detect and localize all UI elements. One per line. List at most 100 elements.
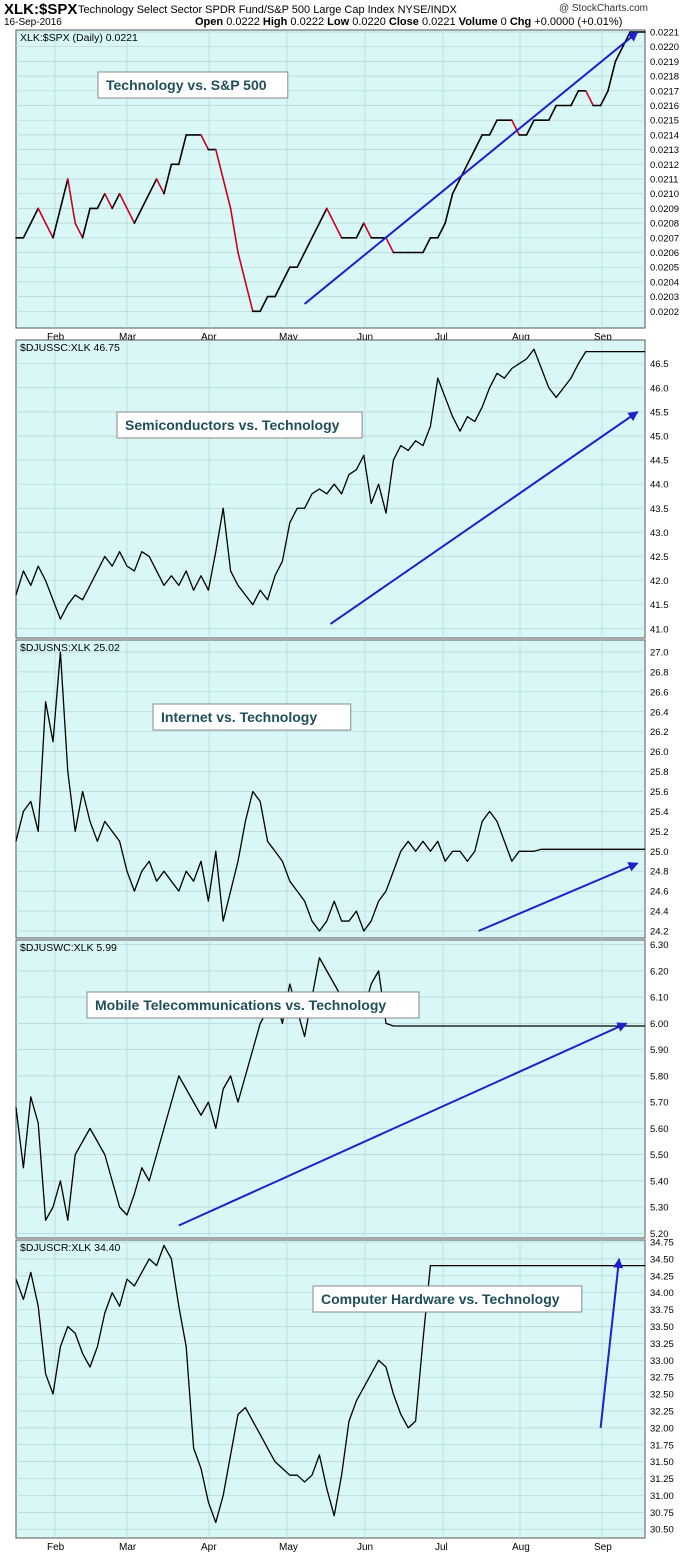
legend-label: XLK:$SPX (Daily) 0.0221: [20, 32, 138, 44]
annotation-box: Technology vs. S&P 500: [97, 71, 289, 99]
price-segment: [525, 119, 535, 136]
chart-panel-5: 30.50 30.75 31.00 31.25 31.50 31.75 32.00 32.25…: [15, 1238, 674, 1553]
y-tick-label: 0.0214: [650, 130, 679, 141]
y-tick-label: 31.75: [650, 1440, 674, 1451]
price-segment: [473, 134, 484, 151]
y-tick-label: 34.00: [650, 1288, 674, 1299]
annotation-text: Computer Hardware vs. Technology: [321, 1291, 560, 1307]
ratio-line: [15, 1244, 645, 1524]
y-tick-label: 0.0204: [650, 277, 679, 288]
y-tick-label: 33.00: [650, 1356, 674, 1367]
y-tick-label: 0.0207: [650, 233, 679, 244]
price-segment: [81, 207, 91, 239]
y-tick-label: 25.8: [650, 767, 669, 778]
y-tick-label: 6.20: [650, 966, 669, 977]
y-tick-label: 6.30: [650, 940, 669, 951]
annotation-text: Technology vs. S&P 500: [106, 77, 267, 93]
y-tick-label: 42.0: [650, 576, 669, 587]
y-tick-label: 46.5: [650, 359, 669, 370]
x-tick-label: Aug: [512, 1542, 530, 1553]
y-tick-label: 0.0205: [650, 263, 679, 274]
y-tick-label: 31.25: [650, 1474, 674, 1485]
trend-arrow: [303, 31, 639, 305]
panel-background: [15, 639, 646, 939]
x-tick-label: Feb: [47, 1542, 65, 1553]
price-segment: [362, 222, 373, 239]
chart-panel-3: 24.2 24.4 24.6 24.8 25.0 25.2 25.4 25.6 25.8 26.0…: [15, 639, 669, 939]
chg-label: Chg: [509, 16, 532, 28]
chart-panel-2: 41.0 41.5 42.0 42.5 43.0 43.5 44.0 44.5 45.0 45.5…: [15, 339, 669, 639]
price-segment: [104, 192, 113, 210]
y-tick-label: 0.0203: [650, 292, 679, 303]
y-tick-label: 0.0217: [650, 86, 679, 97]
y-tick-label: 33.75: [650, 1305, 674, 1316]
y-tick-label: 25.0: [650, 847, 669, 858]
x-tick-label: Jun: [357, 332, 373, 343]
y-tick-label: 30.50: [650, 1525, 674, 1536]
y-tick-label: 44.0: [650, 480, 669, 491]
annotation-rect: [97, 71, 289, 99]
price-segment: [148, 178, 158, 195]
y-tick-label: 30.75: [650, 1508, 674, 1519]
ratio-line: [15, 348, 645, 620]
legend-label: $DJUSCR:XLK 34.40: [20, 1242, 121, 1254]
y-tick-label: 33.50: [650, 1322, 674, 1333]
price-segment: [614, 45, 624, 63]
y-tick-label: 32.50: [650, 1390, 674, 1401]
annotation-box: Internet vs. Technology: [152, 703, 352, 731]
high-label: High: [262, 16, 288, 28]
price-segment: [570, 90, 580, 107]
y-tick-label: 26.6: [650, 687, 669, 698]
y-tick-label: 34.50: [650, 1254, 674, 1265]
y-tick-label: 0.0202: [650, 307, 679, 318]
annotation-rect: [312, 1285, 583, 1313]
y-tick-label: 0.0210: [650, 189, 679, 200]
price-segment: [451, 178, 461, 195]
price-segment: [74, 222, 84, 239]
x-tick-label: Feb: [47, 332, 65, 343]
y-tick-label: 0.0220: [650, 42, 679, 53]
y-tick-label: 44.5: [650, 456, 669, 467]
y-tick-label: 43.0: [650, 528, 669, 539]
low-value: 0.0220: [352, 16, 386, 28]
price-segment: [274, 281, 284, 298]
price-segment: [325, 207, 336, 224]
x-tick-label: Sep: [594, 332, 612, 343]
y-tick-label: 0.0206: [650, 248, 679, 259]
low-label: Low: [327, 16, 350, 28]
price-segment: [126, 207, 136, 224]
price-segment: [444, 192, 454, 224]
trend-arrow: [599, 1257, 624, 1428]
trend-arrow: [329, 411, 639, 625]
y-tick-label: 0.0215: [650, 116, 679, 127]
y-tick-label: 24.2: [650, 927, 669, 938]
close-value: 0.0221: [421, 16, 456, 28]
x-tick-label: May: [279, 332, 298, 343]
price-segment: [52, 207, 62, 239]
y-tick-label: 26.4: [650, 707, 669, 718]
annotation-text: Internet vs. Technology: [161, 709, 317, 725]
x-tick-label: Sep: [594, 1542, 612, 1553]
y-tick-label: 0.0208: [650, 219, 679, 230]
price-segment: [303, 237, 313, 254]
y-tick-label: 0.0211: [650, 175, 678, 186]
y-tick-label: 5.90: [650, 1045, 669, 1056]
chart-panel-1: 0.0202 0.0203 0.0204 0.0205 0.0206 0.0207 0.02…: [15, 28, 679, 343]
y-tick-label: 27.0: [650, 647, 669, 658]
price-segment: [155, 178, 165, 195]
price-segment: [318, 207, 328, 224]
price-segment: [311, 222, 321, 239]
chart-header: XLK:$SPX Technology Select Sector SPDR F…: [0, 0, 700, 30]
x-tick-label: Aug: [512, 332, 530, 343]
price-segment: [111, 192, 121, 210]
price-segment: [244, 281, 254, 313]
price-segment: [607, 60, 617, 92]
price-segment: [281, 266, 291, 283]
x-tick-label: Mar: [119, 1542, 137, 1553]
price-segment: [215, 148, 224, 180]
price-segment: [355, 222, 365, 239]
symbol-description: Technology Select Sector SPDR Fund/S&P 5…: [78, 4, 457, 16]
trend-arrow: [178, 1022, 628, 1227]
price-segment: [96, 192, 106, 210]
